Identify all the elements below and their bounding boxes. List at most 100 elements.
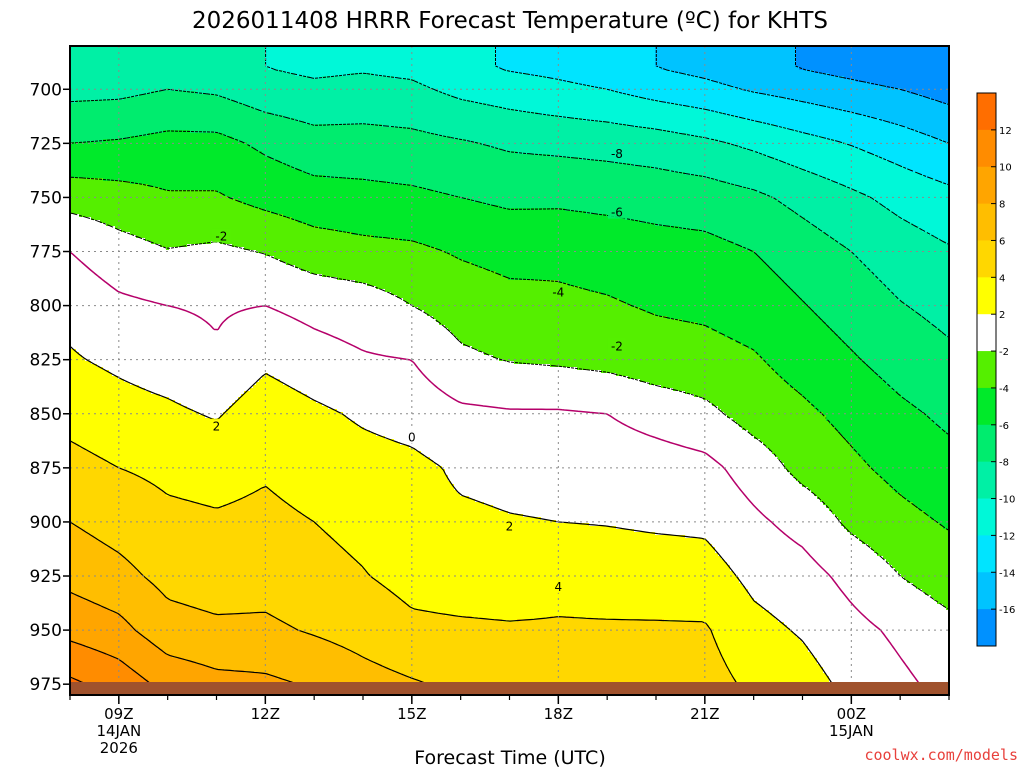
field-cell [70, 370, 109, 373]
field-cell [310, 397, 703, 400]
field-cell [826, 418, 931, 421]
field-cell [70, 619, 127, 622]
field-cell [79, 214, 283, 217]
field-cell [784, 280, 880, 283]
field-cell [790, 163, 898, 166]
field-cell [799, 637, 949, 640]
field-cell [70, 508, 295, 511]
field-cell [70, 145, 250, 148]
field-cell [106, 652, 166, 655]
field-cell [70, 472, 133, 475]
field-cell [283, 499, 475, 502]
field-cell [70, 130, 163, 133]
field-cell [442, 91, 619, 94]
field-cell [766, 361, 865, 364]
field-cell [124, 661, 196, 664]
field-cell [793, 631, 949, 634]
field-cell [733, 571, 898, 574]
field-cell [70, 652, 106, 655]
field-cell [484, 502, 823, 505]
field-cell [100, 220, 298, 223]
contour-label: -8 [611, 147, 623, 161]
field-cell [646, 310, 814, 313]
field-cell [940, 523, 949, 526]
field-cell [922, 589, 949, 592]
field-cell [826, 415, 928, 418]
field-cell [652, 166, 799, 169]
field-cell [688, 73, 829, 76]
field-cell [769, 364, 868, 367]
field-cell [244, 202, 484, 205]
field-cell [283, 115, 559, 118]
field-cell [166, 595, 397, 598]
field-cell [715, 640, 802, 643]
field-cell [70, 667, 130, 670]
field-cell [757, 151, 868, 154]
field-cell [790, 628, 949, 631]
field-cell [778, 199, 874, 202]
field-cell [889, 562, 949, 565]
field-cell [70, 676, 142, 679]
field-cell [904, 496, 949, 499]
field-cell [70, 166, 292, 169]
field-cell [502, 274, 778, 277]
field-cell [829, 421, 934, 424]
field-cell [715, 637, 799, 640]
field-cell [166, 493, 250, 496]
field-cell [316, 523, 589, 526]
field-cell [70, 580, 151, 583]
field-cell [844, 340, 949, 343]
field-cell [349, 553, 718, 556]
field-cell [751, 595, 931, 598]
field-cell [106, 607, 196, 610]
colorbar-swatch [977, 166, 996, 205]
field-cell [715, 550, 874, 553]
field-cell [703, 136, 823, 139]
field-cell [124, 556, 352, 559]
colorbar-tick-label: 6 [999, 236, 1005, 247]
field-cell [70, 112, 271, 115]
field-cell [70, 460, 106, 463]
field-cell [880, 118, 949, 121]
field-cell [499, 205, 787, 208]
x-tick-label: 2026 [100, 739, 138, 757]
field-cell [265, 46, 496, 49]
field-cell [919, 508, 949, 511]
field-cell [70, 562, 130, 565]
field-cell [826, 505, 916, 508]
field-cell [919, 130, 949, 133]
field-cell [928, 415, 949, 418]
field-cell [928, 232, 949, 235]
field-cell [910, 91, 949, 94]
field-cell [70, 355, 82, 358]
field-cell [892, 565, 949, 568]
field-cell [886, 559, 949, 562]
field-cell [277, 676, 409, 679]
field-cell [409, 445, 766, 448]
field-cell [757, 190, 859, 193]
field-cell [361, 565, 730, 568]
field-cell [328, 406, 718, 409]
field-cell [463, 259, 763, 262]
field-cell [775, 157, 883, 160]
field-cell [739, 424, 832, 427]
field-cell [70, 550, 118, 553]
field-cell [823, 136, 934, 139]
field-cell [943, 181, 949, 184]
colorbar-tick-label: -8 [999, 458, 1009, 469]
field-cell [934, 325, 949, 328]
field-cell [148, 679, 286, 682]
field-cell [244, 247, 436, 250]
field-cell [655, 64, 796, 67]
field-cell [436, 463, 784, 466]
x-tick-label: 15JAN [829, 722, 874, 740]
field-cell [763, 121, 889, 124]
field-cell [301, 511, 508, 514]
field-cell [70, 409, 193, 412]
field-cell [307, 394, 694, 397]
field-cell [841, 337, 949, 340]
field-cell [865, 193, 949, 196]
field-cell [619, 91, 757, 94]
field-cell [79, 445, 409, 448]
field-cell [118, 550, 346, 553]
